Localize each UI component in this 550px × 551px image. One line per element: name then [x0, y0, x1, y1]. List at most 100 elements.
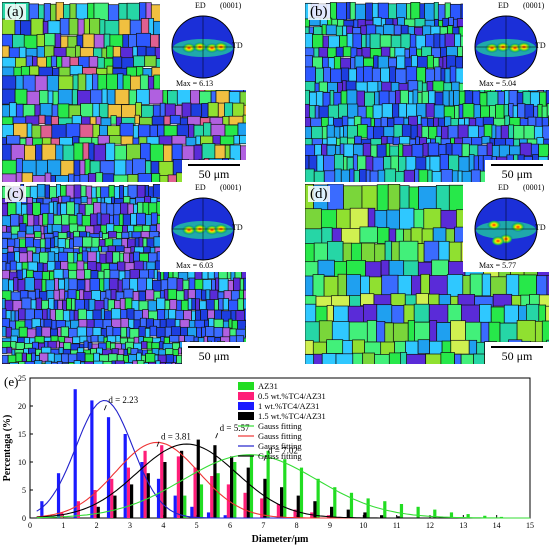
bar-0-1	[200, 484, 203, 518]
bar-2-4	[107, 417, 110, 518]
y-tick-label: 25	[18, 374, 26, 383]
ebsd-panel-d: (d) ED (0001) TD Max = 5.77 50 μm	[305, 184, 549, 364]
legend-swatch-0	[238, 382, 254, 390]
x-tick-label: 3	[128, 521, 132, 530]
x-tick-label: 7	[261, 521, 265, 530]
panel-label-c: (c)	[5, 186, 26, 202]
bar-2-3	[90, 400, 93, 518]
legend-swatch-3	[238, 412, 254, 420]
pf-td-label-b: TD	[535, 41, 546, 50]
scale-bar-label-c: 50 μm	[182, 349, 246, 364]
y-tick-label: 0	[22, 514, 26, 523]
bar-2-0	[40, 501, 43, 518]
bar-0-7	[300, 468, 303, 518]
bar-1-13	[277, 504, 280, 518]
legend-label-3: 1.5 wt.%TC4/AZ31	[258, 411, 326, 421]
x-tick-label: 4	[161, 521, 165, 530]
annotation-arrow-0	[104, 405, 106, 410]
scale-bar-d: 50 μm	[485, 342, 549, 364]
pole-figure-b: ED (0001) TD Max = 5.04	[463, 2, 549, 90]
pf-max-label-c: Max = 6.03	[176, 261, 213, 270]
x-tick-label: 10	[359, 521, 367, 530]
panel-label-e: (e)	[4, 374, 18, 389]
x-tick-label: 13	[459, 521, 467, 530]
scale-bar-line-c	[188, 346, 240, 348]
x-tick-label: 9	[328, 521, 332, 530]
bar-0-10	[350, 493, 353, 518]
legend-fit-label-3: Gauss fitting	[258, 451, 302, 461]
panel-label-a: (a)	[5, 4, 26, 20]
pole-figure-a: ED (0001) TD Max = 6.13	[160, 2, 246, 90]
bar-0-14	[417, 507, 420, 518]
bar-1-3	[110, 479, 113, 518]
scale-bar-b: 50 μm	[485, 160, 549, 182]
scale-bar-label-b: 50 μm	[485, 167, 549, 182]
pole-figure-d: ED (0001) TD Max = 5.77	[463, 184, 549, 272]
x-tick-label: 2	[95, 521, 99, 530]
x-tick-label: 0	[28, 521, 32, 530]
bar-1-9	[210, 476, 213, 518]
pf-max-label-d: Max = 5.77	[479, 261, 516, 270]
y-tick-label: 5	[22, 486, 26, 495]
x-axis-label: Diameter/μm	[252, 534, 309, 545]
bar-2-2	[74, 389, 77, 518]
legend-fit-label-0: Gauss fitting	[258, 421, 302, 431]
pf-max-label-b: Max = 5.04	[479, 79, 516, 88]
scale-bar-label-a: 50 μm	[182, 167, 246, 182]
panel-label-d: (d)	[308, 186, 330, 202]
bar-0-13	[400, 504, 403, 518]
pf-plane-label-a: (0001)	[220, 2, 241, 10]
bar-1-11	[243, 493, 246, 518]
ebsd-panel-c: (c) ED (0001) TD Max = 6.03 50 μm	[2, 184, 246, 364]
bar-3-2	[130, 484, 133, 518]
pf-ed-label-c: ED	[195, 184, 206, 192]
bar-3-16	[363, 512, 366, 518]
ebsd-panel-a: (a) ED (0001) TD Max = 6.13 50 μm	[2, 2, 246, 182]
bar-3-6	[197, 440, 200, 518]
x-tick-label: 15	[526, 521, 534, 530]
scale-bar-c: 50 μm	[182, 342, 246, 364]
bar-3-1	[113, 496, 116, 518]
bar-2-5	[124, 434, 127, 518]
legend-swatch-1	[238, 392, 254, 400]
bar-3-10	[263, 479, 266, 518]
bar-3-0	[97, 507, 100, 518]
annotation-arrow-2	[216, 433, 218, 438]
pf-ed-label-b: ED	[498, 2, 509, 10]
legend-swatch-2	[238, 402, 254, 410]
scale-bar-label-d: 50 μm	[485, 349, 549, 364]
pf-plane-label-d: (0001)	[523, 184, 544, 192]
bar-0-11	[367, 498, 370, 518]
scale-bar-line-a	[188, 164, 240, 166]
legend-fit-label-2: Gauss fitting	[258, 441, 302, 451]
bar-0-0	[183, 496, 186, 518]
bar-3-12	[297, 496, 300, 518]
y-axis-label: Percentaga (%)	[2, 415, 13, 482]
pf-plane-label-b: (0001)	[523, 2, 544, 10]
bar-3-15	[347, 510, 350, 518]
bar-3-8	[230, 456, 233, 518]
pf-td-label-a: TD	[232, 41, 243, 50]
legend-label-1: 0.5 wt.%TC4/AZ31	[258, 391, 326, 401]
bar-2-9	[190, 507, 193, 518]
bar-0-8	[317, 479, 320, 518]
ebsd-panel-b: (b) ED (0001) TD Max = 5.04 50 μm	[305, 2, 549, 182]
x-tick-label: 12	[426, 521, 434, 530]
bar-0-9	[333, 487, 336, 518]
pf-td-label-d: TD	[535, 223, 546, 232]
bar-1-4	[127, 468, 130, 518]
pf-td-label-c: TD	[232, 223, 243, 232]
scale-bar-line-b	[491, 164, 543, 166]
y-tick-label: 15	[18, 430, 26, 439]
x-tick-label: 6	[228, 521, 232, 530]
bar-3-11	[280, 487, 283, 518]
bar-2-10	[207, 512, 210, 518]
x-tick-label: 11	[393, 521, 401, 530]
pf-ed-label-d: ED	[498, 184, 509, 192]
scale-bar-line-d	[491, 346, 543, 348]
bar-1-6	[160, 445, 163, 518]
pole-figure-c: ED (0001) TD Max = 6.03	[160, 184, 246, 272]
annotation-2: d = 5.57	[220, 423, 250, 433]
